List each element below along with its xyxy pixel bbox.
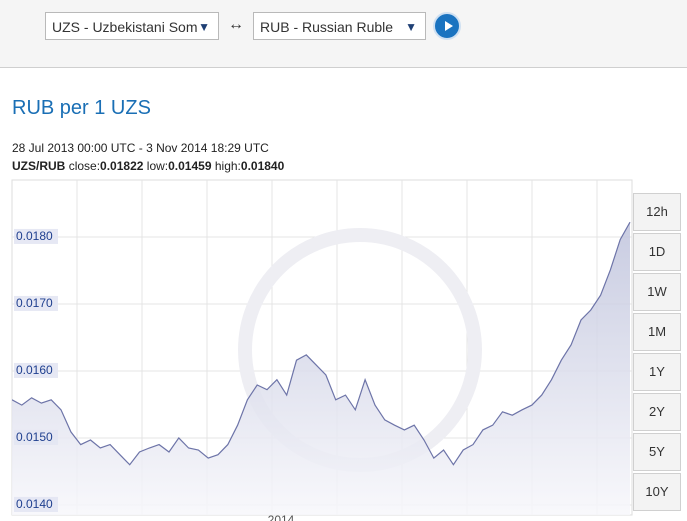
range-button[interactable]: 5Y bbox=[633, 433, 681, 471]
chart-title: RUB per 1 UZS bbox=[12, 97, 151, 119]
date-range: 28 Jul 2013 00:00 UTC - 3 Nov 2014 18:29… bbox=[12, 141, 269, 155]
y-tick-label-bg bbox=[14, 228, 58, 244]
range-button[interactable]: 1M bbox=[633, 313, 681, 351]
y-tick-label: 0.0170 bbox=[16, 296, 53, 310]
to-select[interactable]: RUB - Russian Ruble ▼ bbox=[253, 12, 426, 40]
y-tick-label: 0.0160 bbox=[16, 363, 53, 377]
low-label: low: bbox=[146, 159, 169, 173]
y-tick-label-bg bbox=[14, 429, 58, 445]
y-tick-label-bg bbox=[14, 362, 58, 378]
to-label: RUB - Russian Ruble bbox=[260, 19, 394, 35]
close-value: 0.01822 bbox=[100, 159, 144, 173]
y-tick-label: 0.0140 bbox=[16, 497, 53, 511]
range-button[interactable]: 1W bbox=[633, 273, 681, 311]
stats-line: UZS/RUB close:0.01822 low:0.01459 high:0… bbox=[12, 159, 284, 173]
range-button[interactable]: 10Y bbox=[633, 473, 681, 511]
dropdown-arrow: ▼ bbox=[198, 20, 210, 34]
range-button[interactable]: 1D bbox=[633, 233, 681, 271]
swap-button[interactable]: ↔ bbox=[228, 16, 244, 33]
range-button[interactable]: 1Y bbox=[633, 353, 681, 391]
price-line bbox=[12, 221, 631, 466]
range-button[interactable]: 12h bbox=[633, 193, 681, 231]
x-tick-label: 2014 bbox=[268, 513, 295, 521]
from-select[interactable]: UZS - Uzbekistani Som ▼ bbox=[45, 12, 219, 40]
y-tick-label-bg bbox=[14, 295, 58, 311]
range-button[interactable]: 2Y bbox=[633, 393, 681, 431]
y-tick-label-bg bbox=[14, 496, 58, 512]
low-value: 0.01459 bbox=[168, 159, 212, 173]
from-label: UZS - Uzbekistani Som bbox=[52, 19, 198, 35]
y-tick-label: 0.0180 bbox=[16, 229, 53, 243]
toolbar: UZS - Uzbekistani Som ▼ ↔ RUB - Russian R… bbox=[0, 0, 687, 68]
high-label: high: bbox=[214, 159, 241, 173]
dropdown-arrow: ▼ bbox=[405, 20, 417, 34]
go-button[interactable] bbox=[433, 12, 461, 40]
series bbox=[12, 221, 631, 515]
pair: UZS/RUB bbox=[12, 159, 66, 173]
y-tick-label: 0.0150 bbox=[16, 430, 53, 444]
axis-labels: 0.0140 0.0150 0.0160 0.0170 0.0180 bbox=[14, 228, 58, 512]
high-value: 0.01840 bbox=[240, 159, 285, 173]
close-label: close: bbox=[68, 159, 101, 173]
